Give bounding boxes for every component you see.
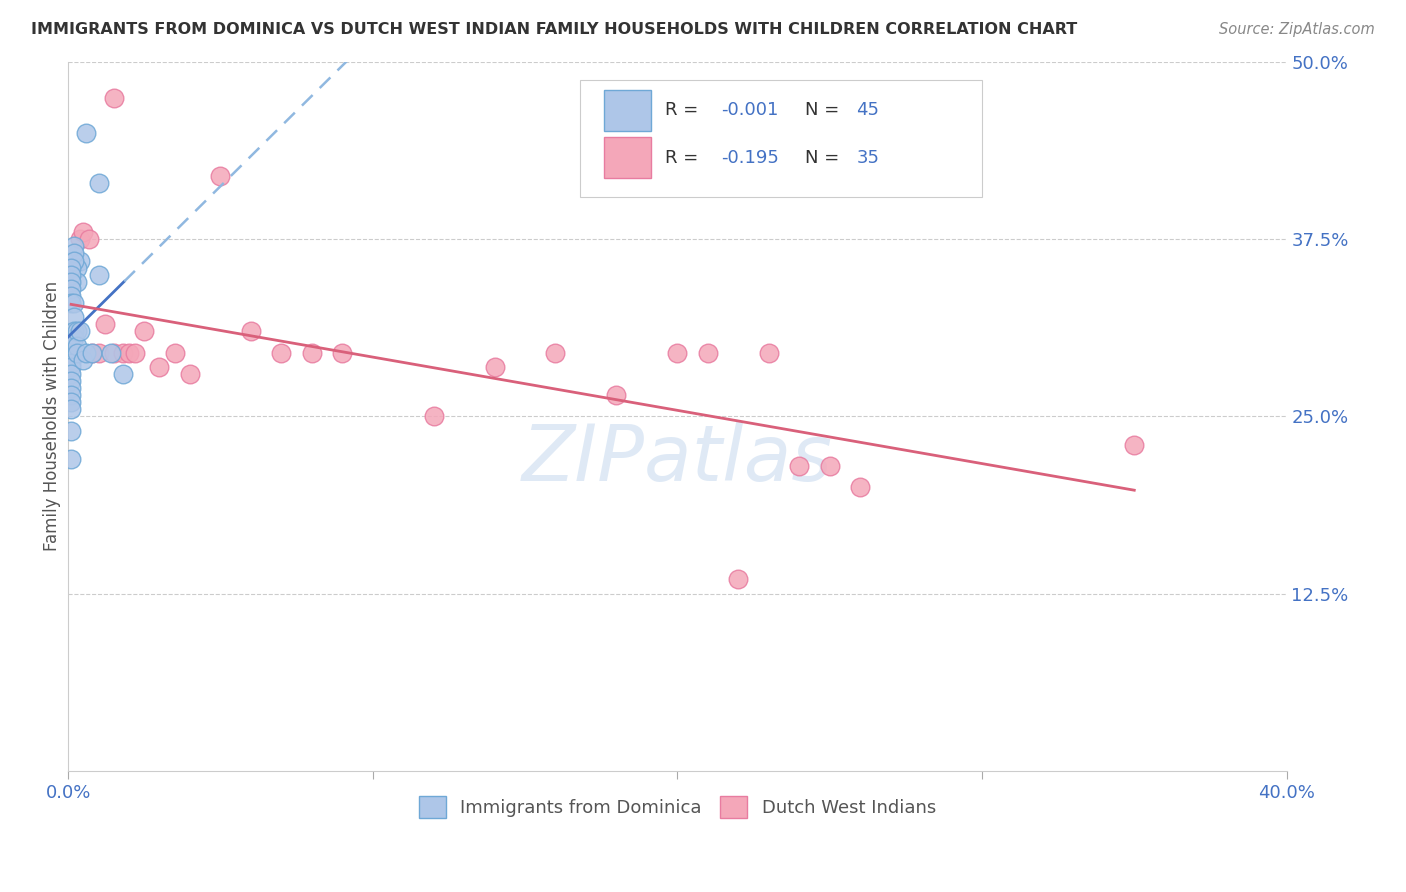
Point bbox=[60, 289, 83, 303]
FancyBboxPatch shape bbox=[605, 137, 651, 178]
Point bbox=[134, 325, 156, 339]
Point bbox=[484, 359, 506, 374]
Point bbox=[103, 345, 125, 359]
Point bbox=[103, 90, 125, 104]
Point bbox=[87, 345, 110, 359]
Point bbox=[79, 232, 101, 246]
FancyBboxPatch shape bbox=[579, 80, 981, 197]
Point bbox=[60, 260, 83, 275]
Point bbox=[63, 331, 86, 345]
Point bbox=[93, 318, 115, 332]
Point bbox=[60, 359, 83, 374]
Point bbox=[69, 253, 91, 268]
Point bbox=[72, 225, 94, 239]
Point bbox=[60, 282, 83, 296]
Text: 35: 35 bbox=[856, 149, 879, 167]
Point bbox=[1123, 438, 1146, 452]
Point bbox=[849, 480, 872, 494]
Point bbox=[60, 367, 83, 381]
Point bbox=[72, 352, 94, 367]
Point bbox=[148, 359, 170, 374]
Point bbox=[66, 338, 89, 352]
Point bbox=[60, 345, 83, 359]
Point bbox=[87, 268, 110, 282]
Point bbox=[330, 345, 353, 359]
Point bbox=[66, 345, 89, 359]
Point bbox=[63, 325, 86, 339]
Point bbox=[787, 458, 810, 473]
Point bbox=[60, 424, 83, 438]
Point bbox=[270, 345, 292, 359]
Text: N =: N = bbox=[806, 102, 845, 120]
Point bbox=[60, 451, 83, 466]
Point bbox=[66, 260, 89, 275]
Point bbox=[666, 345, 689, 359]
Point bbox=[66, 345, 89, 359]
Point bbox=[75, 345, 97, 359]
Point bbox=[118, 345, 141, 359]
Point bbox=[63, 310, 86, 325]
Point bbox=[69, 325, 91, 339]
Text: N =: N = bbox=[806, 149, 845, 167]
Point bbox=[82, 345, 104, 359]
Point bbox=[818, 458, 841, 473]
Point bbox=[66, 325, 89, 339]
Point bbox=[63, 296, 86, 310]
Point bbox=[63, 239, 86, 253]
Point bbox=[239, 325, 262, 339]
Point bbox=[605, 388, 627, 402]
Text: ZIPatlas: ZIPatlas bbox=[522, 421, 832, 497]
Text: Source: ZipAtlas.com: Source: ZipAtlas.com bbox=[1219, 22, 1375, 37]
Point bbox=[60, 374, 83, 388]
Text: -0.195: -0.195 bbox=[721, 149, 779, 167]
Point bbox=[60, 381, 83, 395]
Point bbox=[60, 355, 83, 369]
Point bbox=[60, 268, 83, 282]
Point bbox=[60, 275, 83, 289]
Point bbox=[60, 338, 83, 352]
Text: -0.001: -0.001 bbox=[721, 102, 779, 120]
Point bbox=[544, 345, 567, 359]
Point bbox=[69, 232, 91, 246]
FancyBboxPatch shape bbox=[605, 90, 651, 131]
Point bbox=[63, 345, 86, 359]
Point bbox=[60, 402, 83, 417]
Point bbox=[60, 395, 83, 409]
Point bbox=[422, 409, 444, 424]
Point bbox=[111, 345, 134, 359]
Point bbox=[727, 573, 749, 587]
Point bbox=[60, 352, 83, 367]
Point bbox=[696, 345, 718, 359]
Point bbox=[60, 345, 83, 359]
Point bbox=[100, 345, 122, 359]
Point bbox=[60, 296, 83, 310]
Text: R =: R = bbox=[665, 102, 704, 120]
Point bbox=[163, 345, 186, 359]
Point bbox=[60, 345, 83, 359]
Point bbox=[301, 345, 323, 359]
Point bbox=[60, 345, 83, 359]
Y-axis label: Family Households with Children: Family Households with Children bbox=[44, 281, 60, 551]
Point bbox=[87, 176, 110, 190]
Point bbox=[60, 345, 83, 359]
Point bbox=[179, 367, 201, 381]
Point bbox=[124, 345, 146, 359]
Text: R =: R = bbox=[665, 149, 704, 167]
Point bbox=[82, 345, 104, 359]
Point bbox=[66, 275, 89, 289]
Point bbox=[75, 126, 97, 140]
Point bbox=[111, 367, 134, 381]
Text: IMMIGRANTS FROM DOMINICA VS DUTCH WEST INDIAN FAMILY HOUSEHOLDS WITH CHILDREN CO: IMMIGRANTS FROM DOMINICA VS DUTCH WEST I… bbox=[31, 22, 1077, 37]
Point bbox=[63, 246, 86, 260]
Point bbox=[209, 169, 232, 183]
Point bbox=[63, 253, 86, 268]
Point bbox=[60, 388, 83, 402]
Legend: Immigrants from Dominica, Dutch West Indians: Immigrants from Dominica, Dutch West Ind… bbox=[412, 789, 943, 825]
Point bbox=[60, 345, 83, 359]
Point bbox=[758, 345, 780, 359]
Text: 45: 45 bbox=[856, 102, 879, 120]
